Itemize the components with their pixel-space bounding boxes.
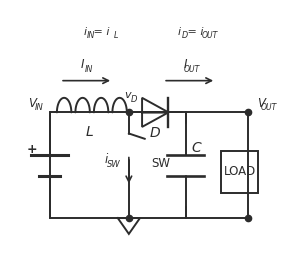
FancyBboxPatch shape	[221, 151, 258, 193]
Text: OUT: OUT	[184, 65, 200, 73]
Text: i: i	[178, 27, 181, 37]
Text: C: C	[191, 141, 201, 155]
Text: IN: IN	[35, 103, 44, 112]
Text: i: i	[84, 27, 87, 37]
Text: +: +	[27, 143, 38, 156]
Text: OUT: OUT	[201, 31, 218, 40]
Text: v: v	[124, 90, 131, 100]
Text: D: D	[130, 95, 137, 104]
Text: V: V	[257, 97, 265, 110]
Text: V: V	[28, 97, 36, 110]
Text: D: D	[182, 31, 188, 40]
Text: = i: = i	[184, 27, 203, 37]
Text: = i: = i	[90, 27, 110, 37]
Text: IN: IN	[87, 31, 95, 40]
Text: D: D	[150, 127, 160, 140]
Text: SW: SW	[151, 157, 170, 170]
Text: I: I	[184, 58, 188, 71]
Text: IN: IN	[85, 65, 93, 73]
Text: i: i	[105, 154, 108, 166]
Text: L: L	[85, 125, 93, 139]
Text: LOAD: LOAD	[224, 165, 256, 178]
Text: L: L	[113, 31, 118, 40]
Text: OUT: OUT	[260, 103, 277, 112]
Text: SW: SW	[107, 160, 120, 169]
Text: I: I	[81, 58, 84, 71]
